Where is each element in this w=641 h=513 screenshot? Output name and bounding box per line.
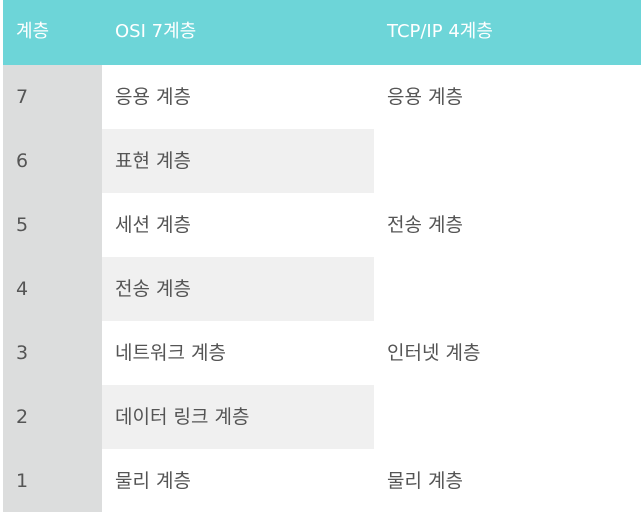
table-row: 3 네트워크 계층 인터넷 계층 xyxy=(3,321,641,385)
osi-layer-name: 네트워크 계층 xyxy=(115,342,226,364)
table-header: 계층 OSI 7계층 TCP/IP 4계층 xyxy=(3,0,641,65)
osi-layer-name: 세션 계층 xyxy=(115,214,191,236)
tcpip-layer-name: 전송 계층 xyxy=(387,214,463,236)
tcpip-layer-name: 물리 계층 xyxy=(387,470,463,492)
tcpip-layer-name: 인터넷 계층 xyxy=(387,342,481,364)
table-row: 4 전송 계층 xyxy=(3,257,641,321)
osi-layer-name: 데이터 링크 계층 xyxy=(102,385,374,449)
tcpip-layer-name: 응용 계층 xyxy=(387,86,463,108)
layer-number: 7 xyxy=(16,86,29,108)
header-tcpip-4-layer: TCP/IP 4계층 xyxy=(387,21,493,42)
table-row: 2 데이터 링크 계층 xyxy=(3,385,641,449)
header-osi-7-layer: OSI 7계층 xyxy=(115,21,197,42)
osi-layer-name: 응용 계층 xyxy=(115,86,191,108)
osi-tcpip-comparison-table: 계층 OSI 7계층 TCP/IP 4계층 7 응용 계층 응용 계층 6 표현… xyxy=(3,0,641,512)
table-row: 7 응용 계층 응용 계층 xyxy=(3,65,641,129)
layer-number: 5 xyxy=(16,214,29,236)
table-row: 1 물리 계층 물리 계층 xyxy=(3,449,641,513)
table-row: 5 세션 계층 전송 계층 xyxy=(3,193,641,257)
osi-layer-name: 물리 계층 xyxy=(115,470,191,492)
layer-number-column xyxy=(3,65,102,512)
osi-layer-name: 표현 계층 xyxy=(102,129,374,193)
osi-layer-name: 전송 계층 xyxy=(102,257,374,321)
header-layer: 계층 xyxy=(16,21,50,42)
table-row: 6 표현 계층 xyxy=(3,129,641,193)
layer-number: 4 xyxy=(16,278,29,300)
layer-number: 1 xyxy=(16,470,29,492)
layer-number: 6 xyxy=(16,150,29,172)
layer-number: 3 xyxy=(16,342,29,364)
layer-number: 2 xyxy=(16,406,29,428)
